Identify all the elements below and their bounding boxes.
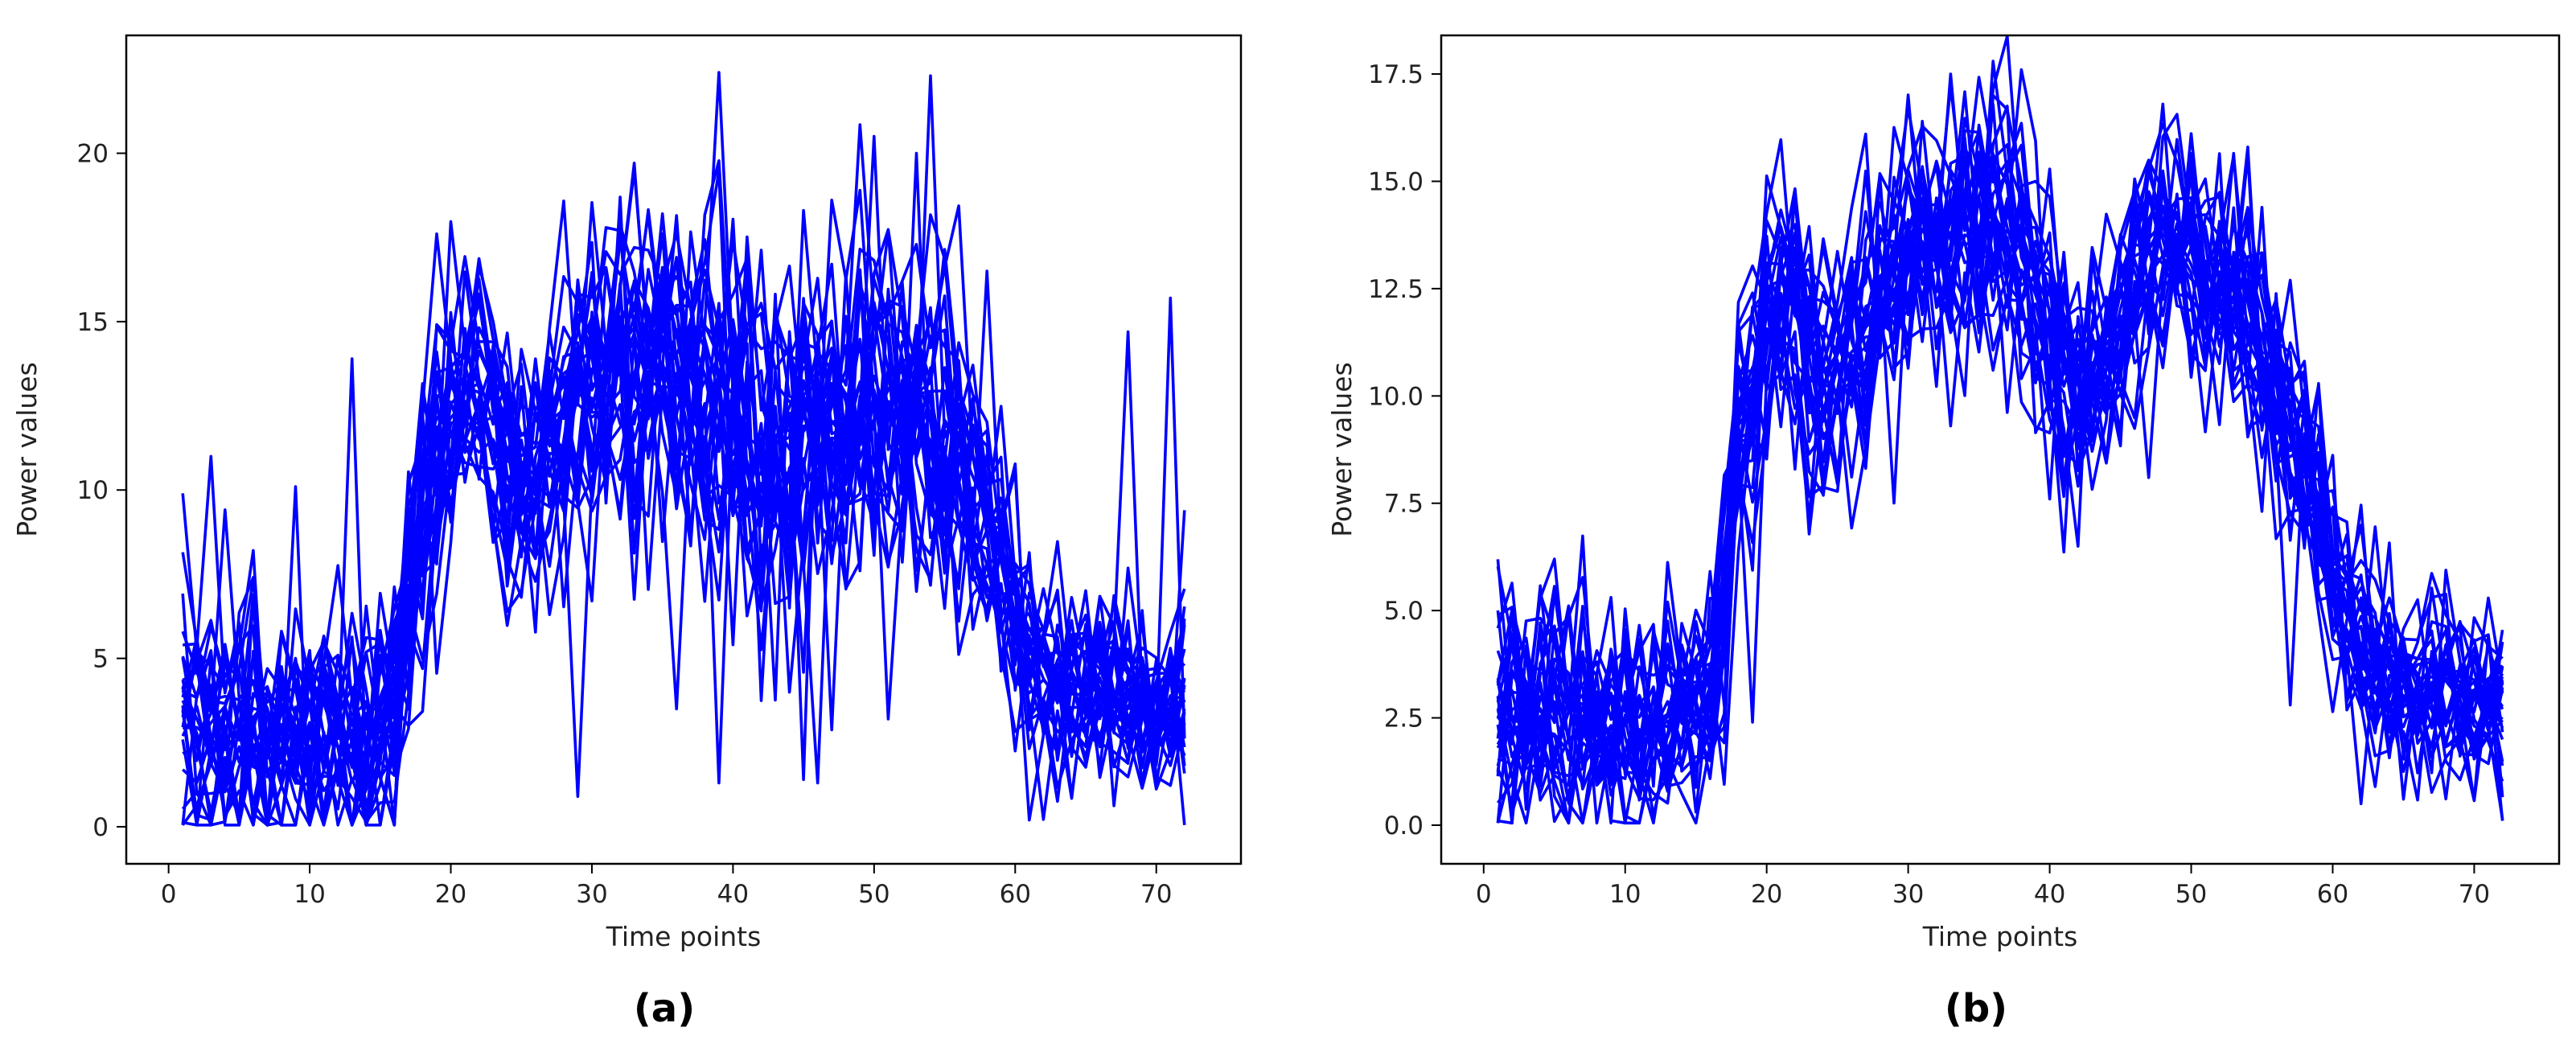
y-tick-label-b-0: 0.0 xyxy=(1384,812,1424,840)
x-tick-label-b-20: 20 xyxy=(1751,880,1782,909)
y-tick-label-b-5: 12.5 xyxy=(1368,275,1424,304)
x-tick-label-a-50: 50 xyxy=(858,880,889,909)
x-axis-a: 0 10 20 30 40 50 60 70 xyxy=(161,864,1172,909)
x-tick-label-b-70: 70 xyxy=(2459,880,2490,909)
x-tick-label-a-60: 60 xyxy=(1000,880,1031,909)
series-layer-b xyxy=(1496,35,2504,825)
y-tick-label-b-1: 2.5 xyxy=(1384,705,1424,734)
y-axis-b: 0.0 2.5 5.0 7.5 10.0 12.5 15.0 17.5 xyxy=(1368,60,1441,840)
x-tick-label-b-0: 0 xyxy=(1476,880,1492,909)
x-tick-label-a-40: 40 xyxy=(717,880,749,909)
series-line-b-30 xyxy=(1496,138,2504,787)
y-tick-label-a-4: 20 xyxy=(77,140,109,169)
x-tick-label-a-20: 20 xyxy=(435,880,466,909)
y-tick-label-a-2: 10 xyxy=(77,476,109,505)
x-tick-label-b-40: 40 xyxy=(2034,880,2065,909)
series-line-b-26 xyxy=(1496,125,2504,811)
y-tick-label-b-3: 7.5 xyxy=(1384,490,1424,519)
y-tick-label-a-3: 15 xyxy=(77,308,109,337)
series-line-b-23 xyxy=(1496,181,2504,787)
chart-panel-a: 0 10 20 30 40 50 60 70 0 5 10 15 20 Time points Pow… xyxy=(11,34,1243,1031)
plot-frame-b xyxy=(1440,34,2561,865)
series-line-b-29 xyxy=(1496,103,2504,825)
x-tick-label-a-70: 70 xyxy=(1140,880,1172,909)
y-tick-label-b-4: 10.0 xyxy=(1368,382,1424,411)
x-tick-label-a-0: 0 xyxy=(161,880,177,909)
x-tick-label-b-50: 50 xyxy=(2175,880,2207,909)
y-tick-label-a-0: 0 xyxy=(92,813,109,842)
panel-label-a: (a) xyxy=(634,986,695,1031)
plot-frame-a xyxy=(125,34,1243,865)
y-tick-label-a-1: 5 xyxy=(92,645,109,674)
x-tick-label-b-30: 30 xyxy=(1892,880,1924,909)
x-axis-b: 0 10 20 30 40 50 60 70 xyxy=(1476,864,2490,909)
x-axis-label-b: Time points xyxy=(1922,921,2078,952)
y-tick-label-b-2: 5.0 xyxy=(1384,597,1424,626)
series-line-a-23 xyxy=(181,162,1186,784)
y-tick-label-b-7: 17.5 xyxy=(1368,60,1424,89)
series-line-a-28 xyxy=(181,228,1186,827)
x-axis-label-a: Time points xyxy=(606,921,762,952)
series-line-a-19 xyxy=(181,151,1186,827)
panel-label-b: (b) xyxy=(1945,986,2007,1031)
x-tick-label-a-30: 30 xyxy=(576,880,607,909)
y-axis-label-a: Power values xyxy=(11,362,43,537)
chart-panel-b: 0 10 20 30 40 50 60 70 0.0 2.5 5.0 7.5 10.0 12.5 15.0… xyxy=(1326,34,2561,1031)
y-axis-label-b: Power values xyxy=(1326,362,1358,537)
series-line-b-18 xyxy=(1496,35,2504,825)
x-tick-label-a-10: 10 xyxy=(294,880,325,909)
x-tick-label-b-10: 10 xyxy=(1609,880,1641,909)
y-tick-label-b-6: 15.0 xyxy=(1368,167,1424,196)
x-tick-label-b-60: 60 xyxy=(2317,880,2348,909)
series-line-a-25 xyxy=(182,168,1186,767)
series-line-b-19 xyxy=(1497,192,2504,802)
series-line-a-30 xyxy=(181,226,1186,767)
series-layer-a xyxy=(181,71,1186,827)
y-axis-a: 0 5 10 15 20 xyxy=(77,140,126,842)
